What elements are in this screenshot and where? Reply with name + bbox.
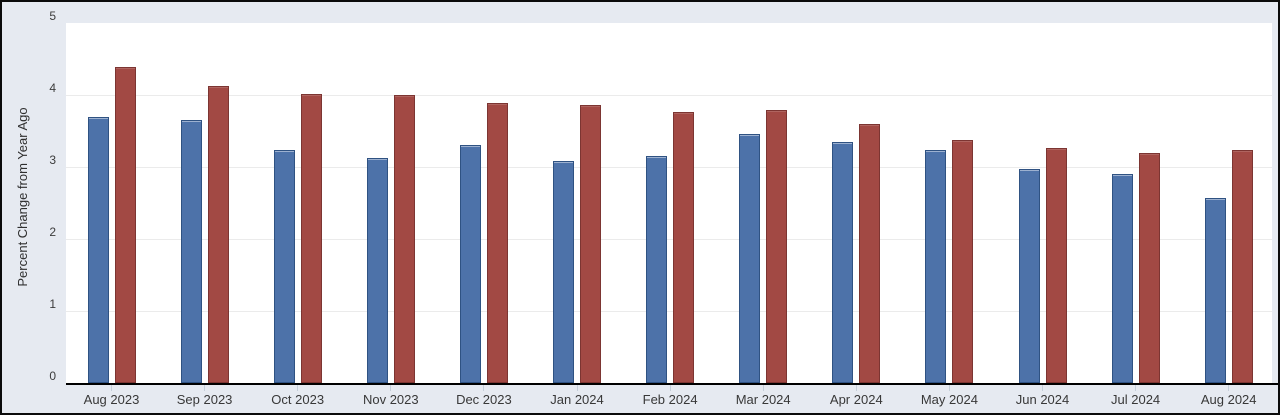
x-label-12: Aug 2024 — [1200, 392, 1257, 407]
gridline-3 — [66, 167, 1272, 168]
x-label-7: Mar 2024 — [735, 392, 791, 407]
x-tick-7 — [762, 385, 764, 391]
x-tick-12 — [1228, 385, 1230, 391]
plot-area — [66, 23, 1272, 383]
bar-blue-series-10 — [1018, 169, 1040, 383]
bar-blue-series-8 — [832, 141, 854, 383]
bar-blue-series-0 — [87, 116, 109, 383]
y-axis-title: Percent Change from Year Ago — [15, 107, 30, 287]
y-tick-label-2: 2 — [49, 225, 56, 239]
x-tick-0 — [111, 385, 112, 391]
bar-blue-series-3 — [366, 158, 388, 383]
bar-blue-series-12 — [1204, 198, 1226, 383]
bar-red-series-12 — [1231, 150, 1253, 383]
gridline-4 — [66, 95, 1272, 96]
x-label-6: Feb 2024 — [642, 392, 698, 407]
x-axis-line — [66, 383, 1278, 385]
bar-red-series-4 — [486, 102, 508, 383]
gridline-1 — [66, 311, 1272, 312]
bar-blue-series-6 — [646, 156, 668, 383]
y-tick-label-0: 0 — [49, 369, 56, 383]
bar-blue-series-11 — [1111, 174, 1133, 383]
x-tick-2 — [297, 385, 299, 391]
bar-red-series-0 — [114, 66, 136, 383]
x-label-2: Oct 2023 — [271, 392, 325, 407]
gridline-2 — [66, 239, 1272, 240]
bar-blue-series-1 — [180, 120, 202, 383]
bar-blue-series-7 — [739, 133, 761, 383]
x-label-1: Sep 2023 — [176, 392, 233, 407]
y-tick-label-3: 3 — [49, 153, 56, 167]
bar-red-series-10 — [1045, 148, 1067, 383]
y-tick-label-1: 1 — [49, 297, 56, 311]
y-tick-label-4: 4 — [49, 81, 56, 95]
x-tick-8 — [855, 385, 857, 391]
x-tick-4 — [483, 385, 485, 391]
x-label-5: Jan 2024 — [550, 392, 604, 407]
bar-blue-series-5 — [553, 160, 574, 383]
x-label-3: Nov 2023 — [362, 392, 419, 407]
bar-red-series-2 — [300, 94, 322, 383]
x-tick-9 — [948, 385, 950, 391]
x-label-10: Jun 2024 — [1015, 392, 1070, 407]
bar-red-series-7 — [766, 110, 788, 383]
bar-red-series-1 — [207, 85, 229, 383]
bar-blue-series-9 — [925, 150, 947, 383]
bar-red-series-5 — [580, 105, 601, 383]
x-label-11: Jul 2024 — [1111, 392, 1161, 407]
bar-blue-series-2 — [273, 150, 295, 383]
x-tick-10 — [1042, 385, 1043, 391]
y-tick-label-5: 5 — [49, 9, 56, 23]
bar-red-series-9 — [952, 140, 974, 383]
x-tick-3 — [390, 385, 392, 391]
x-label-9: May 2024 — [920, 392, 978, 407]
bar-red-series-11 — [1138, 152, 1160, 383]
x-tick-11 — [1135, 385, 1137, 391]
x-label-4: Dec 2023 — [456, 392, 512, 407]
x-label-0: Aug 2023 — [83, 392, 140, 407]
bar-blue-series-4 — [459, 145, 481, 383]
x-tick-6 — [669, 385, 671, 391]
bar-red-series-3 — [393, 95, 415, 383]
bar-red-series-6 — [673, 112, 695, 383]
x-tick-5 — [576, 385, 578, 391]
bar-red-series-8 — [859, 123, 881, 383]
x-label-8: Apr 2024 — [829, 392, 883, 407]
x-tick-1 — [204, 385, 206, 391]
